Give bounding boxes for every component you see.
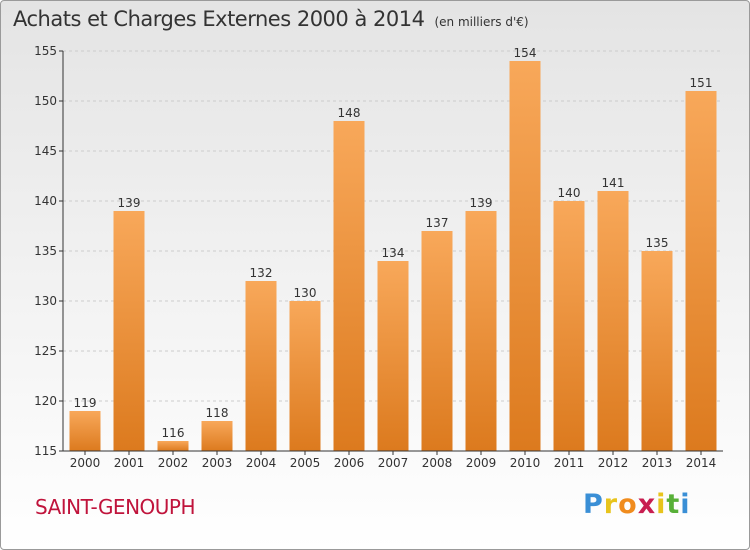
bar — [685, 91, 717, 451]
bar — [201, 421, 233, 451]
y-tick-label: 145 — [34, 144, 57, 158]
y-tick-label: 135 — [34, 244, 57, 258]
title-unit: (en milliers d'€) — [434, 15, 529, 29]
x-tick-label: 2008 — [422, 456, 453, 470]
bar — [333, 121, 365, 451]
data-label: 139 — [118, 196, 141, 210]
data-label: 118 — [206, 406, 229, 420]
data-label: 116 — [162, 426, 185, 440]
y-tick-label: 130 — [34, 294, 57, 308]
bar — [69, 411, 101, 451]
bar — [553, 201, 585, 451]
proxiti-logo: Proxiti — [583, 489, 691, 520]
logo-letter: t — [666, 489, 681, 520]
logo-letter: r — [603, 489, 619, 520]
data-label: 134 — [382, 246, 405, 260]
place-name: SAINT-GENOUPH — [35, 495, 196, 519]
bar — [597, 191, 629, 451]
data-label: 139 — [470, 196, 493, 210]
data-label: 148 — [338, 106, 361, 120]
logo-letter: x — [637, 489, 657, 520]
data-label: 132 — [250, 266, 273, 280]
bar — [465, 211, 497, 451]
bar — [289, 301, 321, 451]
logo-letter: P — [583, 489, 604, 520]
bar — [245, 281, 277, 451]
x-tick-label: 2004 — [246, 456, 277, 470]
y-tick-label: 150 — [34, 94, 57, 108]
data-label: 119 — [74, 396, 97, 410]
logo-letter: o — [618, 489, 638, 520]
x-tick-label: 2003 — [202, 456, 233, 470]
x-tick-label: 2009 — [466, 456, 497, 470]
data-label: 151 — [690, 76, 713, 90]
x-tick-label: 2000 — [70, 456, 101, 470]
x-tick-label: 2002 — [158, 456, 189, 470]
bar — [113, 211, 145, 451]
data-label: 140 — [558, 186, 581, 200]
data-label: 130 — [294, 286, 317, 300]
x-tick-label: 2001 — [114, 456, 145, 470]
logo-letter: i — [680, 489, 691, 520]
bar — [377, 261, 409, 451]
bar — [641, 251, 673, 451]
bar — [509, 61, 541, 451]
data-label: 135 — [646, 236, 669, 250]
x-tick-label: 2014 — [686, 456, 717, 470]
y-tick-label: 115 — [34, 444, 57, 458]
x-tick-label: 2007 — [378, 456, 409, 470]
bar — [157, 441, 189, 451]
bar — [421, 231, 453, 451]
x-tick-label: 2005 — [290, 456, 321, 470]
title-text: Achats et Charges Externes 2000 à 2014 — [13, 7, 425, 31]
y-tick-label: 155 — [34, 44, 57, 58]
x-tick-label: 2010 — [510, 456, 541, 470]
x-tick-label: 2012 — [598, 456, 629, 470]
logo-letter: i — [656, 489, 667, 520]
x-tick-label: 2013 — [642, 456, 673, 470]
y-tick-label: 120 — [34, 394, 57, 408]
data-label: 141 — [602, 176, 625, 190]
y-tick-label: 125 — [34, 344, 57, 358]
x-tick-label: 2011 — [554, 456, 585, 470]
y-tick-label: 140 — [34, 194, 57, 208]
chart-title: Achats et Charges Externes 2000 à 2014 (e… — [13, 7, 529, 31]
data-label: 154 — [514, 46, 537, 60]
data-label: 137 — [426, 216, 449, 230]
x-tick-label: 2006 — [334, 456, 365, 470]
